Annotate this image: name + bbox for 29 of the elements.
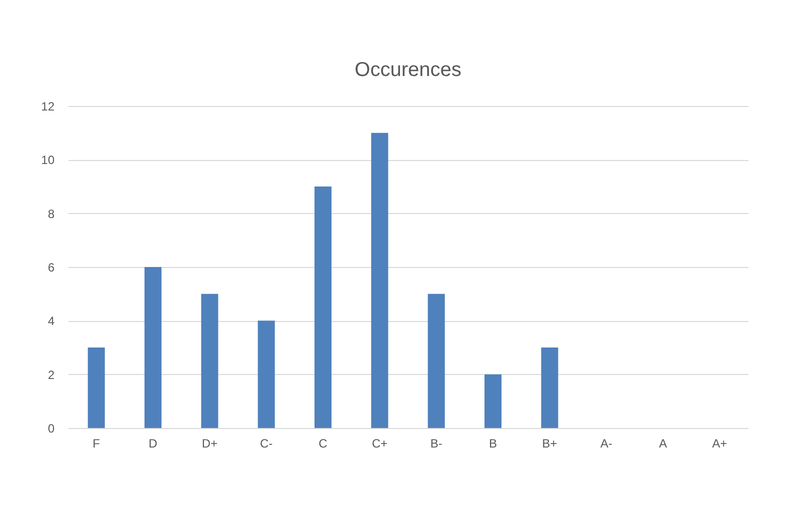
bar: [371, 132, 388, 428]
bar: [144, 267, 162, 428]
chart-title: Occurences: [354, 59, 462, 81]
x-tick-label: D+: [202, 436, 218, 450]
bar: [484, 374, 502, 428]
bar: [201, 294, 218, 428]
y-tick-label: 4: [48, 314, 55, 328]
x-tick-label: B+: [542, 436, 558, 450]
y-tick-label: 2: [48, 368, 55, 382]
x-tick-label: A: [658, 436, 668, 450]
y-tick-label: 8: [48, 206, 55, 221]
x-tick-label: C: [318, 436, 328, 450]
bar: [88, 348, 105, 428]
x-tick-label: C+: [372, 436, 388, 450]
x-tick-label: B: [488, 436, 498, 450]
x-tick-label: D: [148, 436, 158, 450]
bar: [541, 348, 558, 428]
y-tick-label: 10: [41, 153, 55, 168]
bar: [314, 186, 332, 428]
y-tick-label: 0: [48, 422, 55, 436]
y-tick-label: 12: [41, 100, 55, 114]
x-tick-label: C-: [260, 436, 273, 450]
y-tick-label: 6: [48, 260, 55, 274]
x-tick-label: F: [92, 436, 100, 450]
bar: [428, 294, 445, 428]
x-tick-label: A+: [712, 436, 728, 450]
x-tick-label: B-: [430, 436, 442, 450]
x-tick-label: A-: [600, 436, 612, 450]
bar: [258, 320, 275, 428]
